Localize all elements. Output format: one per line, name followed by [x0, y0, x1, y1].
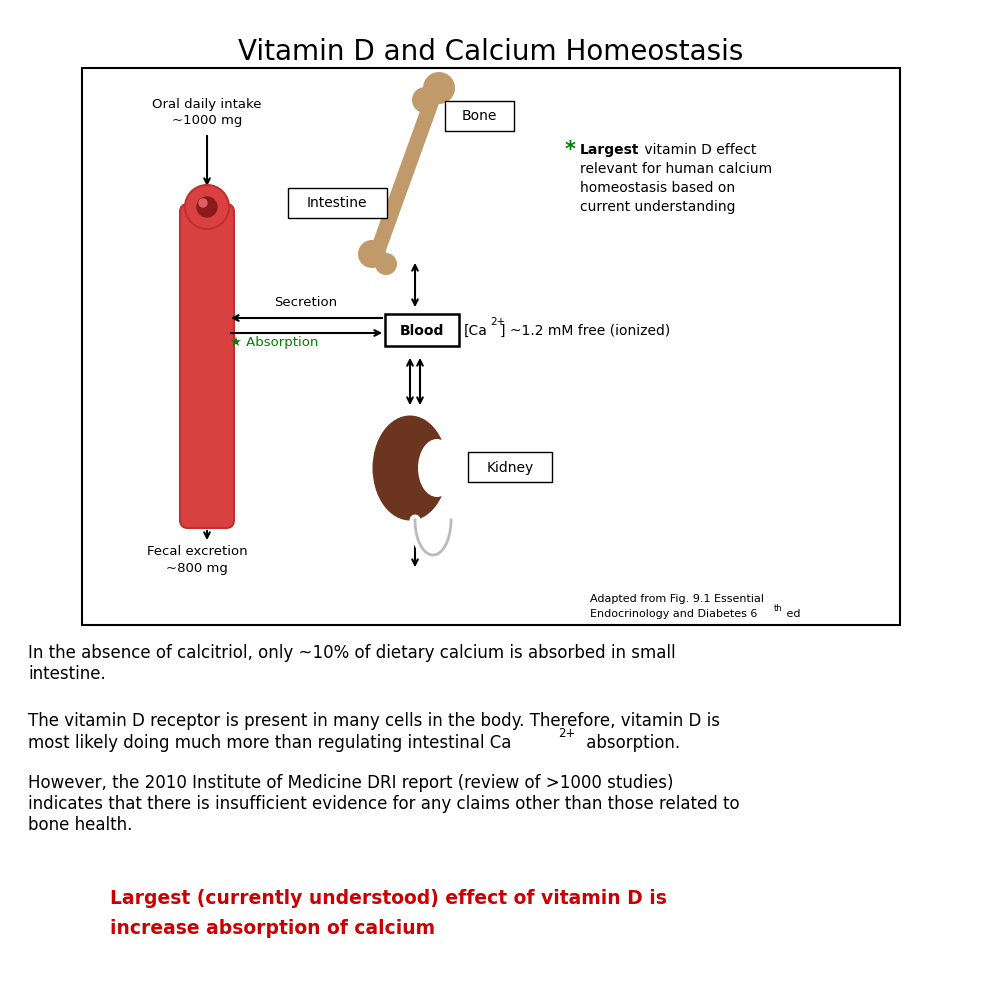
Text: *: *: [565, 140, 576, 160]
Text: Bone: Bone: [462, 109, 497, 123]
Text: The vitamin D receptor is present in many cells in the body. Therefore, vitamin : The vitamin D receptor is present in man…: [28, 712, 720, 730]
Text: ★ Absorption: ★ Absorption: [230, 336, 318, 349]
Circle shape: [199, 199, 207, 207]
FancyBboxPatch shape: [288, 188, 387, 218]
Text: th: th: [774, 604, 783, 613]
FancyBboxPatch shape: [445, 101, 514, 131]
Text: absorption.: absorption.: [581, 734, 681, 752]
Circle shape: [185, 185, 229, 229]
Text: Kidney: Kidney: [486, 461, 533, 475]
FancyBboxPatch shape: [468, 452, 552, 482]
Ellipse shape: [418, 439, 456, 497]
Text: Fecal excretion: Fecal excretion: [146, 545, 247, 558]
Text: 2+: 2+: [490, 317, 506, 327]
Circle shape: [375, 253, 397, 275]
Circle shape: [358, 240, 386, 268]
FancyBboxPatch shape: [82, 68, 900, 625]
Text: In the absence of calcitriol, only ~10% of dietary calcium is absorbed in small
: In the absence of calcitriol, only ~10% …: [28, 644, 676, 682]
Text: ed: ed: [783, 609, 800, 619]
Text: ~1000 mg: ~1000 mg: [172, 114, 243, 127]
Text: ] ~1.2 mM free (ionized): ] ~1.2 mM free (ionized): [500, 324, 671, 338]
FancyBboxPatch shape: [180, 204, 234, 528]
Text: current understanding: current understanding: [580, 200, 736, 214]
Text: Largest: Largest: [580, 143, 639, 157]
Text: ~800 mg: ~800 mg: [166, 562, 228, 575]
Circle shape: [412, 87, 438, 113]
Text: relevant for human calcium: relevant for human calcium: [580, 162, 772, 176]
Circle shape: [423, 72, 455, 104]
Ellipse shape: [372, 415, 448, 521]
Text: Blood: Blood: [400, 324, 444, 338]
Text: Adapted from Fig. 9.1 Essential: Adapted from Fig. 9.1 Essential: [590, 594, 764, 604]
Text: Oral daily intake: Oral daily intake: [152, 98, 262, 111]
Text: Vitamin D and Calcium Homeostasis: Vitamin D and Calcium Homeostasis: [239, 38, 743, 66]
FancyBboxPatch shape: [385, 314, 459, 346]
Text: vitamin D effect: vitamin D effect: [640, 143, 756, 157]
Text: However, the 2010 Institute of Medicine DRI report (review of >1000 studies)
ind: However, the 2010 Institute of Medicine …: [28, 774, 739, 833]
Text: increase absorption of calcium: increase absorption of calcium: [110, 919, 435, 938]
Text: Endocrinology and Diabetes 6: Endocrinology and Diabetes 6: [590, 609, 757, 619]
Text: most likely doing much more than regulating intestinal Ca: most likely doing much more than regulat…: [28, 734, 512, 752]
Text: Intestine: Intestine: [306, 196, 367, 210]
Text: Secretion: Secretion: [274, 297, 338, 310]
Text: [Ca: [Ca: [464, 324, 488, 338]
Circle shape: [197, 197, 217, 217]
Text: 2+: 2+: [558, 727, 575, 740]
Text: Largest (currently understood) effect of vitamin D is: Largest (currently understood) effect of…: [110, 889, 667, 908]
Text: homeostasis based on: homeostasis based on: [580, 181, 736, 195]
